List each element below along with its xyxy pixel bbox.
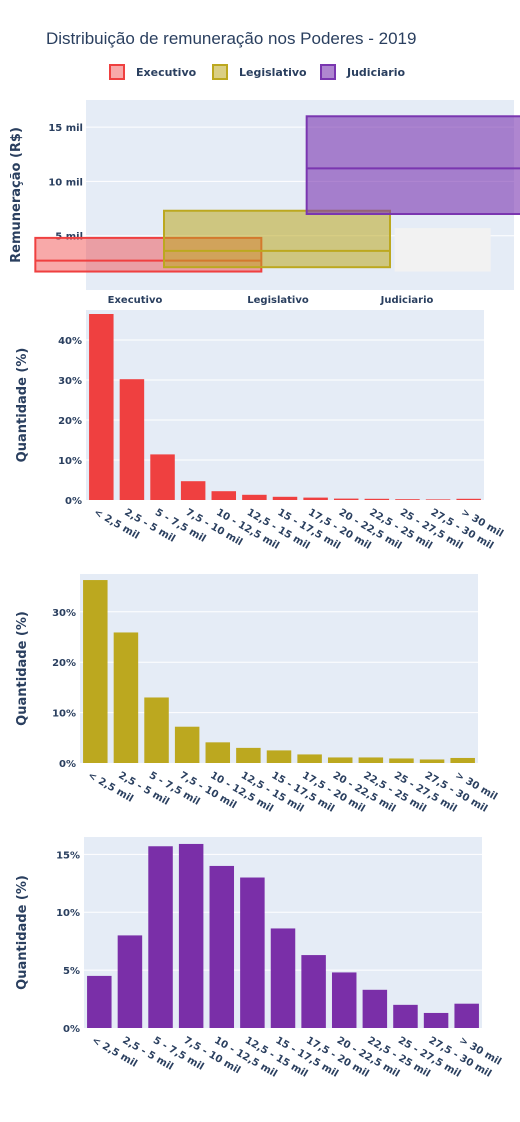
histogram-bar <box>395 499 420 500</box>
histogram-ytick-label: 10% <box>58 456 82 467</box>
histogram-bar <box>389 758 414 763</box>
histogram-bar <box>174 726 200 763</box>
histogram-bar <box>180 481 206 500</box>
chart-title: Distribuição de remuneração nos Poderes … <box>46 29 416 48</box>
legend-swatch <box>212 64 228 80</box>
histogram-bar <box>270 928 296 1028</box>
histogram-bar <box>266 750 292 763</box>
histogram-bar <box>242 494 267 500</box>
box-iqr-judiciario <box>305 115 520 215</box>
histogram-bar <box>148 846 173 1028</box>
histogram-bar <box>119 379 145 500</box>
histogram-bar <box>144 697 169 763</box>
box-ytick-label: 15 mil <box>48 123 83 134</box>
histogram-bar <box>240 877 265 1028</box>
histogram-bar <box>454 1003 479 1028</box>
histogram-bar <box>423 1012 449 1028</box>
legend-label: Judiciario <box>346 66 405 79</box>
box-xtick-label: Executivo <box>108 295 163 306</box>
legend: Executivo Legislativo Judiciario <box>109 64 405 80</box>
histogram-bar <box>301 955 326 1028</box>
histogram-bar <box>303 497 328 500</box>
histogram-ytick-label: 20% <box>52 658 76 669</box>
histogram-bar <box>83 580 108 763</box>
legend-label: Executivo <box>136 66 197 79</box>
box-xtick-label: Legislativo <box>247 295 309 306</box>
histogram-y-axis-title: Quantidade (%) <box>15 348 30 463</box>
histogram-bar <box>358 757 384 763</box>
legend-item-judiciario: Judiciario <box>320 64 405 80</box>
histogram-ytick-label: 20% <box>58 416 82 427</box>
histogram-ytick-label: 15% <box>56 850 80 861</box>
histogram-y-axis-title: Quantidade (%) <box>15 611 30 726</box>
histogram-ytick-label: 0% <box>63 1024 80 1035</box>
histogram-bar <box>89 314 114 500</box>
histogram-ytick-label: 5% <box>63 966 80 977</box>
legend-swatch <box>320 64 336 80</box>
histogram-ytick-label: 0% <box>59 759 76 770</box>
histogram-bar <box>456 498 481 500</box>
box-iqr-legislativo <box>163 209 391 269</box>
histogram-bar <box>327 757 353 763</box>
histogram-bar <box>425 499 451 500</box>
box-ghost <box>394 228 491 272</box>
box-y-axis-title: Remuneração (R$) <box>9 127 24 263</box>
box-xtick-label: Judiciario <box>380 295 434 306</box>
histogram-bar <box>272 496 298 500</box>
histogram-bar <box>297 754 322 763</box>
legend-swatch <box>109 64 125 80</box>
histogram-bar <box>209 865 235 1028</box>
histogram-ytick-label: 30% <box>52 608 76 619</box>
histogram-ytick-label: 10% <box>52 709 76 720</box>
histogram-bar <box>150 454 175 500</box>
legend-label: Legislativo <box>239 66 307 79</box>
histogram-plot-area <box>86 310 484 500</box>
histogram-y-axis-title: Quantidade (%) <box>15 875 30 990</box>
histogram-bar <box>331 972 357 1028</box>
histogram-bar <box>236 747 261 763</box>
histogram-plot-area <box>80 574 478 763</box>
box-legislativo <box>163 209 391 269</box>
histogram-bar <box>393 1004 418 1028</box>
histogram-bar <box>178 843 204 1028</box>
histogram-ytick-label: 0% <box>65 496 82 507</box>
histogram-bar <box>87 975 112 1028</box>
histogram-bar <box>113 632 139 763</box>
histogram-ytick-label: 40% <box>58 336 82 347</box>
histogram-ytick-label: 30% <box>58 376 82 387</box>
histogram-bar <box>450 757 475 763</box>
histogram-bar <box>419 759 445 763</box>
histogram-ytick-label: 10% <box>56 908 80 919</box>
box-ytick-label: 10 mil <box>48 177 83 188</box>
histogram-bar <box>117 935 143 1028</box>
histogram-bar <box>333 498 359 500</box>
histogram-bar <box>362 989 388 1028</box>
histogram-bar <box>364 498 390 500</box>
histogram-bar <box>205 742 231 763</box>
histogram-bar <box>211 491 237 500</box>
legend-item-executivo: Executivo <box>109 64 197 80</box>
legend-item-legislativo: Legislativo <box>212 64 307 80</box>
box-judiciario <box>305 115 520 215</box>
